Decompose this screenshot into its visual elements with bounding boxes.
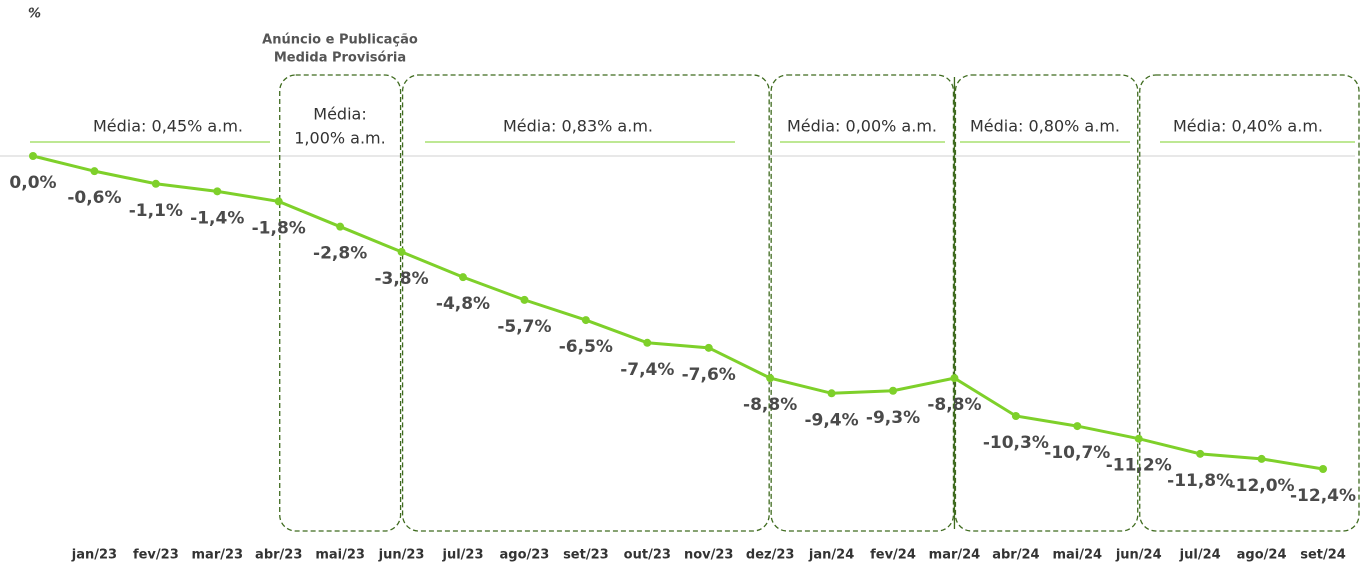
period-box <box>279 74 402 532</box>
x-tick-label: fev/23 <box>133 548 179 563</box>
x-tick-label: abr/23 <box>255 548 302 563</box>
point <box>1257 454 1266 463</box>
x-tick-label: mar/23 <box>192 548 244 563</box>
value-label: -4,8% <box>436 294 490 314</box>
value-label: -7,6% <box>682 365 736 385</box>
x-tick-label: mai/24 <box>1052 548 1102 563</box>
point <box>1011 411 1020 420</box>
value-label: -9,4% <box>804 410 858 430</box>
value-label: -1,4% <box>190 208 244 228</box>
point <box>520 295 529 304</box>
point <box>827 389 836 398</box>
annotation: Média: 0,80% a.m. <box>970 117 1120 136</box>
point <box>90 167 99 176</box>
point <box>29 152 37 160</box>
x-tick-label: jun/24 <box>1115 548 1162 563</box>
point <box>336 222 345 231</box>
value-label: -3,8% <box>374 269 428 289</box>
x-tick-label: jan/24 <box>808 548 854 563</box>
x-tick-label: jul/24 <box>1179 548 1221 563</box>
value-label: 0,0% <box>9 173 56 193</box>
highlight-title: Anúncio e Publicação <box>262 33 418 48</box>
period-box <box>1139 74 1360 532</box>
point <box>950 374 959 383</box>
annotation: Média: 0,45% a.m. <box>93 117 243 136</box>
value-label: -1,1% <box>129 201 183 221</box>
value-label: -12,4% <box>1290 486 1356 506</box>
x-tick-label: jan/23 <box>71 548 117 563</box>
y-label: % <box>28 7 41 22</box>
x-tick-label: set/23 <box>563 548 609 563</box>
value-label: -0,6% <box>67 188 121 208</box>
x-tick-label: ago/23 <box>500 548 550 563</box>
annotation: 1,00% a.m. <box>294 129 385 148</box>
x-tick-label: mar/24 <box>929 548 981 563</box>
value-label: -5,7% <box>497 317 551 337</box>
value-label: -12,0% <box>1229 476 1295 496</box>
x-tick-label: jul/23 <box>442 548 484 563</box>
annotation: Média: 0,00% a.m. <box>787 117 937 136</box>
highlight-title: Medida Provisória <box>274 51 406 66</box>
x-tick-label: dez/23 <box>746 548 795 563</box>
value-label: -6,5% <box>559 337 613 357</box>
point <box>1134 434 1143 443</box>
value-label: -1,8% <box>252 218 306 238</box>
point <box>704 343 713 352</box>
point <box>274 197 283 206</box>
point <box>643 338 652 347</box>
point <box>459 273 468 282</box>
annotation: Média: 0,40% a.m. <box>1173 117 1323 136</box>
line <box>32 154 1324 471</box>
value-label: -2,8% <box>313 244 367 264</box>
value-label: -8,8% <box>743 395 797 415</box>
value-label: -10,7% <box>1044 443 1110 463</box>
period-box <box>954 74 1139 532</box>
point <box>1073 422 1082 431</box>
point <box>151 179 160 188</box>
x-tick-label: nov/23 <box>684 548 734 563</box>
x-tick-label: abr/24 <box>992 548 1039 563</box>
x-tick-label: ago/24 <box>1237 548 1287 563</box>
point <box>397 247 406 256</box>
x-tick-label: set/24 <box>1300 548 1346 563</box>
value-label: -8,8% <box>927 395 981 415</box>
value-label: -10,3% <box>983 433 1049 453</box>
x-tick-label: fev/24 <box>870 548 916 563</box>
point <box>889 386 898 395</box>
period-box <box>770 74 955 532</box>
point <box>1196 449 1205 458</box>
annotation: Média: <box>313 105 366 124</box>
point <box>766 374 775 383</box>
x-tick-label: out/23 <box>624 548 671 563</box>
x-tick-label: mai/23 <box>315 548 365 563</box>
value-label: -9,3% <box>866 408 920 428</box>
point <box>1319 465 1328 473</box>
period-box <box>401 74 770 532</box>
point <box>213 187 222 196</box>
value-label: -11,2% <box>1106 456 1172 476</box>
value-label: -7,4% <box>620 360 674 380</box>
value-label: -11,8% <box>1167 471 1233 491</box>
point <box>581 316 590 325</box>
annotation: Média: 0,83% a.m. <box>503 117 653 136</box>
x-tick-label: jun/23 <box>378 548 425 563</box>
